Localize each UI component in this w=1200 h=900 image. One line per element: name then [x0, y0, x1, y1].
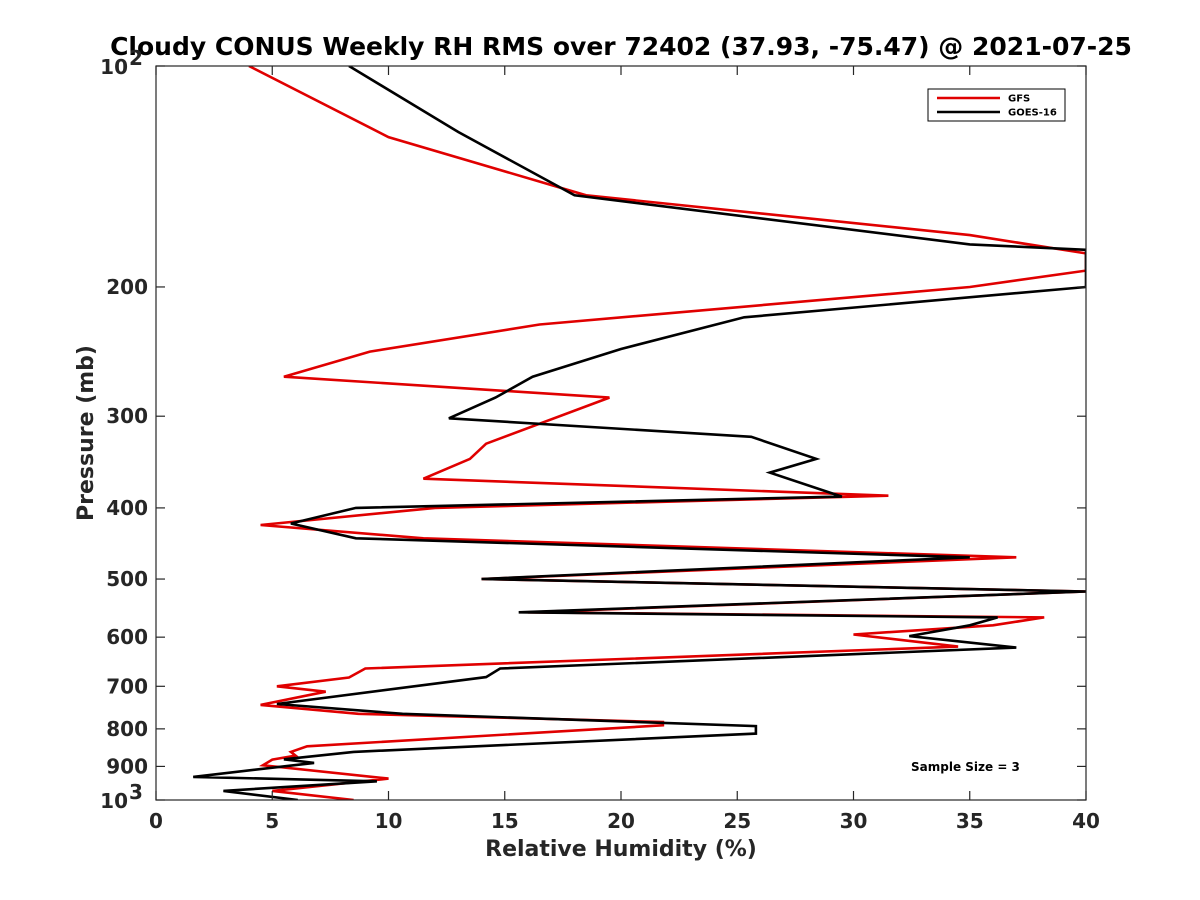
legend-label-gfs: GFS [1008, 94, 1030, 105]
plot-background [156, 66, 1086, 800]
x-tick-label: 5 [265, 809, 279, 833]
x-tick-label: 20 [607, 809, 635, 833]
legend-label-goes-16: GOES-16 [1008, 108, 1057, 119]
y-axis-label: Pressure (mb) [74, 345, 99, 521]
legend: GFS GOES-16 [927, 88, 1066, 122]
y-tick-label: 900 [106, 754, 148, 778]
x-tick-label: 10 [375, 809, 403, 833]
series-layer [193, 66, 1086, 800]
x-tick-label: 0 [149, 809, 163, 833]
y-tick-label: 10 [100, 55, 128, 79]
y-tick-label: 800 [106, 717, 148, 741]
y-tick-label: 500 [106, 567, 148, 591]
y-tick-label: 10 [100, 789, 128, 813]
y-tick-label-exponent: 3 [129, 780, 143, 804]
x-tick-label: 30 [840, 809, 868, 833]
x-axis-label: Relative Humidity (%) [485, 837, 757, 862]
chart-title: Cloudy CONUS Weekly RH RMS over 72402 (3… [110, 32, 1132, 61]
legend-box [927, 88, 1066, 122]
x-tick-label: 35 [956, 809, 984, 833]
y-tick-label: 600 [106, 625, 148, 649]
series-line-goes-16 [193, 66, 1086, 800]
y-tick-label: 200 [106, 275, 148, 299]
y-tick-label: 400 [106, 496, 148, 520]
sample-size-annotation: Sample Size = 3 [911, 760, 1020, 774]
plot-area [155, 65, 1087, 801]
x-axis: 0 5 10 15 20 25 30 35 40 [149, 66, 1100, 833]
x-tick-label: 40 [1072, 809, 1100, 833]
x-tick-label: 25 [723, 809, 751, 833]
y-tick-label-exponent: 2 [129, 46, 143, 70]
y-tick-label: 700 [106, 674, 148, 698]
y-tick-label: 300 [106, 404, 148, 428]
x-tick-label: 15 [491, 809, 519, 833]
